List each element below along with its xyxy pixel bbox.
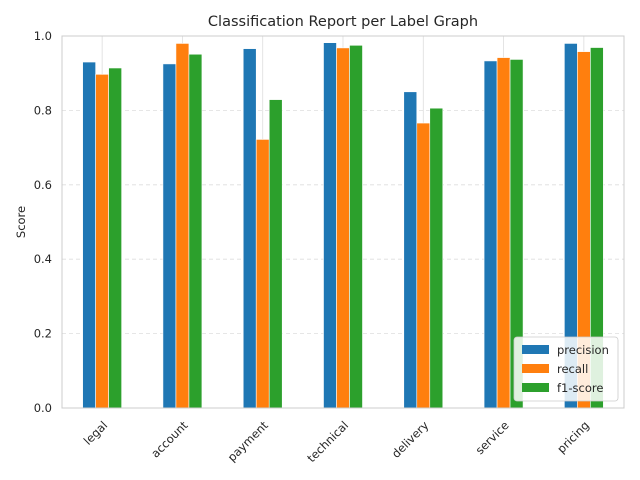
x-axis-ticks: legal account payment technical delivery serv…: [81, 418, 592, 465]
bar-f1-score-payment: [268, 99, 283, 409]
y-tick-label: 0.4: [34, 252, 52, 266]
plot-frame: [61, 35, 625, 409]
bar-precision-legal: [82, 61, 96, 409]
bar-precision-service: [483, 60, 498, 409]
bar-f1-score-delivery: [429, 107, 444, 409]
y-tick-label: 0.2: [34, 327, 52, 341]
y-axis-label: Score: [14, 206, 28, 238]
bar-precision-payment: [242, 48, 257, 409]
bar-f1-score-technical: [349, 44, 363, 409]
bar-f1-score-account: [188, 53, 203, 409]
legend-label-precision: precision: [557, 343, 609, 357]
y-axis-ticks: 0.0 0.2 0.4 0.6 0.8 1.0: [34, 29, 52, 415]
bar-recall-delivery: [416, 122, 431, 409]
x-tick-label: payment: [225, 418, 271, 464]
chart-title: Classification Report per Label Graph: [208, 14, 478, 30]
y-tick-label: 1.0: [34, 29, 52, 43]
y-tick-label: 0.6: [34, 178, 52, 192]
bar-precision-account: [162, 63, 177, 409]
bars: [82, 42, 604, 409]
bar-recall-technical: [336, 47, 350, 409]
legend-label-recall: recall: [557, 362, 588, 376]
bar-precision-delivery: [403, 91, 418, 409]
x-tick-label: delivery: [389, 418, 432, 461]
bar-f1-score-legal: [108, 67, 122, 409]
y-tick-label: 0.8: [34, 103, 52, 117]
legend: precision recall f1-score: [513, 336, 619, 402]
x-tick-label: legal: [81, 418, 111, 448]
y-tick-label: 0.0: [34, 401, 52, 415]
legend-swatch-f1-score: [522, 383, 549, 392]
x-tick-label: service: [473, 418, 512, 457]
bar-recall-legal: [95, 74, 109, 409]
x-tick-label: technical: [304, 418, 351, 465]
legend-swatch-precision: [522, 345, 549, 354]
x-tick-label: account: [148, 418, 191, 461]
bar-recall-account: [175, 43, 190, 409]
bar-recall-service: [496, 57, 511, 409]
bar-precision-technical: [323, 42, 337, 409]
bar-recall-payment: [255, 139, 270, 409]
legend-label-f1-score: f1-score: [557, 381, 603, 395]
legend-swatch-recall: [522, 364, 549, 373]
x-tick-label: pricing: [554, 418, 592, 456]
